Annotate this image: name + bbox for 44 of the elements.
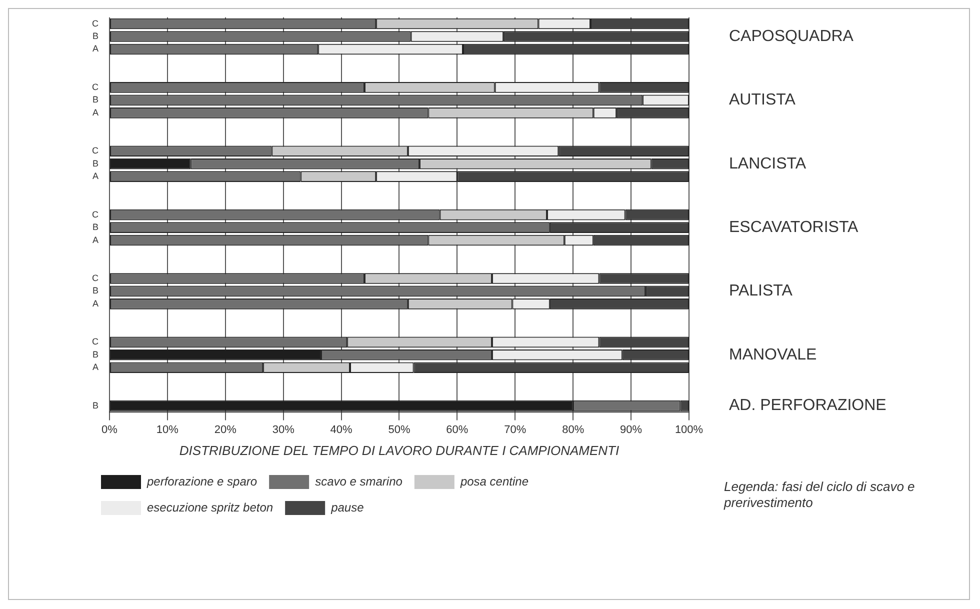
text: PALISTA	[729, 282, 793, 300]
y-tick-label: A	[92, 234, 98, 245]
y-tick-label: C	[92, 209, 99, 220]
x-tick-label: 30%	[272, 424, 295, 436]
x-tick-label: 100%	[674, 424, 704, 436]
y-tick-label: A	[92, 362, 98, 372]
text: AD. PERFORAZIONE	[729, 397, 886, 414]
x-tick-label: 80%	[562, 424, 584, 436]
legend-label: pause	[330, 500, 364, 514]
x-tick-label: 20%	[214, 424, 237, 436]
y-tick-label: C	[92, 336, 99, 347]
y-tick-label: C	[92, 146, 99, 156]
text: CAPOSQUADRA	[729, 28, 854, 45]
y-tick-label: B	[92, 400, 98, 410]
y-tick-label: A	[92, 107, 98, 118]
y-tick-label: B	[92, 30, 98, 41]
x-tick-label: 60%	[446, 424, 468, 436]
x-tick-label: 50%	[388, 424, 410, 436]
text: LANCISTA	[729, 155, 806, 172]
y-tick-label: C	[92, 18, 99, 28]
y-tick-label: B	[92, 158, 98, 168]
legend-title: Legenda: fasi del ciclo di scavo e prerivestimento	[724, 479, 916, 511]
text: ESCAVATORISTA	[729, 218, 859, 236]
y-tick-label: B	[92, 286, 98, 296]
x-tick-label: 70%	[504, 424, 526, 436]
text: AUTISTA	[729, 92, 796, 109]
y-tick-label: A	[92, 298, 98, 308]
text: MANOVALE	[729, 346, 817, 364]
x-tick-label: 0%	[102, 424, 118, 436]
y-tick-label: B	[92, 94, 98, 105]
x-tick-label: 90%	[620, 424, 642, 436]
legend-label: perforazione e sparo	[146, 474, 258, 488]
y-tick-label: C	[92, 272, 99, 283]
legend-label: esecuzione spritz beton	[147, 500, 274, 514]
x-axis-title: DISTRIBUZIONE DEL TEMPO DI LAVORO DURANTE I CAMPIONAMENTI	[179, 442, 620, 458]
y-tick-label: B	[92, 349, 98, 360]
y-tick-label: C	[92, 82, 99, 92]
x-tick-label: 10%	[156, 424, 179, 436]
y-tick-label: B	[92, 222, 98, 232]
legend-label: posa centine	[459, 474, 529, 488]
y-tick-label: A	[92, 171, 98, 182]
y-tick-label: A	[92, 44, 98, 54]
x-tick-label: 40%	[330, 424, 353, 436]
legend-label: scavo e smarino	[315, 474, 403, 488]
